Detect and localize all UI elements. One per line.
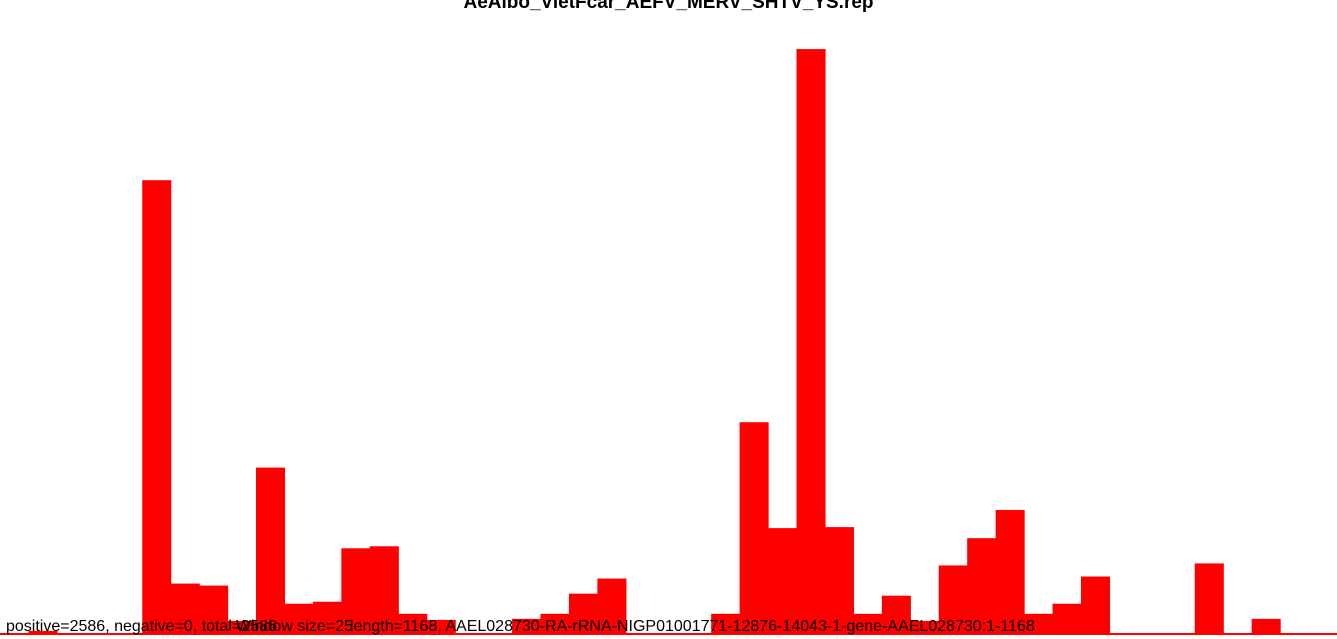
bar [824, 527, 855, 634]
bar [170, 583, 200, 634]
bar [711, 613, 741, 634]
bar [568, 593, 598, 634]
bar [227, 620, 257, 634]
bar [512, 618, 542, 634]
bar [1194, 563, 1224, 634]
bar [540, 613, 570, 634]
bar [768, 528, 798, 634]
bar [938, 565, 968, 634]
reads-annotation: positive=2586, negative=0, total=2586 [6, 618, 277, 635]
bar [199, 585, 229, 634]
bar [881, 595, 911, 634]
bar [1024, 613, 1054, 634]
bar [995, 509, 1025, 634]
bar [312, 601, 342, 634]
bar [967, 538, 997, 634]
bar [1052, 603, 1082, 634]
bar [426, 619, 456, 634]
bar [1080, 576, 1111, 634]
bar [796, 49, 826, 634]
bar [369, 546, 399, 634]
bar [256, 467, 286, 634]
bar [341, 548, 371, 634]
gene-annotation: length=1168, AAEL028730-RA-rRNA-NIGP0100… [350, 618, 1035, 635]
bar [142, 180, 172, 634]
bar [398, 613, 428, 634]
bar [739, 422, 769, 634]
bar [1251, 618, 1281, 634]
window-size-annotation: Window size=25 [236, 618, 353, 635]
bar [28, 630, 58, 634]
bar [853, 613, 883, 634]
bar [284, 603, 314, 634]
bar [597, 578, 627, 634]
chart-title: AeAlbo_VietFcar_AEFV_MERV_SHTV_YS.rep [463, 0, 874, 13]
bar [910, 620, 940, 634]
